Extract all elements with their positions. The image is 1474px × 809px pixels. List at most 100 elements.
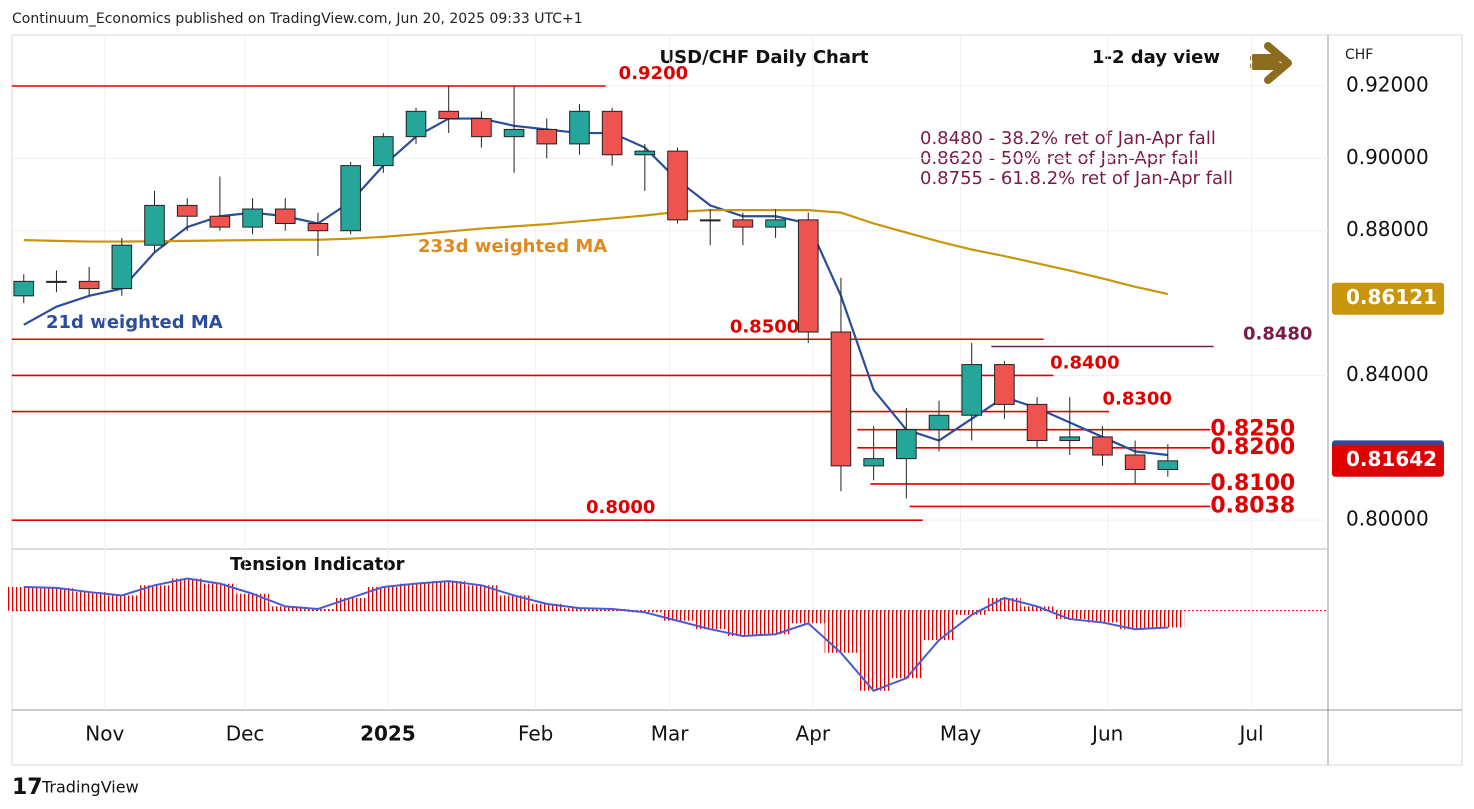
price-marker-label: 0.81642 <box>1346 447 1437 471</box>
y-tick-label: 0.92000 <box>1346 73 1429 97</box>
candle-body <box>13 280 35 297</box>
tension-bar <box>1151 610 1185 628</box>
ma-line <box>23 209 1169 296</box>
candle-body <box>1124 454 1146 470</box>
brand-logo: 17 <box>12 775 43 800</box>
tension-bar <box>889 610 923 679</box>
brand: TradingView <box>41 778 139 797</box>
candle-body <box>1059 436 1081 442</box>
tension-bar <box>105 595 139 611</box>
candle-body <box>438 110 460 120</box>
tension-bar <box>170 578 204 611</box>
candle-body <box>994 364 1015 405</box>
tension-bar <box>1118 610 1152 630</box>
candle-body <box>144 204 165 246</box>
price-marker-label: 0.86121 <box>1346 285 1437 309</box>
y-tick-label: 0.84000 <box>1346 362 1429 386</box>
price-marker <box>1332 282 1444 315</box>
level-label: 0.8100 <box>1210 471 1295 496</box>
tension-bar <box>791 610 825 624</box>
level-label: 0.8300 <box>1102 389 1171 410</box>
candle-body <box>307 222 329 232</box>
candle-body <box>699 219 721 222</box>
x-tick-label: 2025 <box>360 722 416 746</box>
chart-title: USD/CHF Daily Chart <box>659 47 868 68</box>
tension-bar <box>40 587 73 611</box>
level-label: 0.8038 <box>1210 493 1295 518</box>
candle-body <box>601 110 623 156</box>
header: Continuum_Economics published on Trading… <box>12 11 583 27</box>
candle-body <box>667 150 688 221</box>
tension-bar <box>334 597 367 611</box>
tension-bar <box>203 583 237 611</box>
price-marker <box>1332 444 1444 477</box>
candle-body <box>863 458 884 467</box>
candle-body <box>1026 403 1048 442</box>
tension-bar <box>497 595 531 611</box>
level-label: 0.9200 <box>619 63 688 84</box>
candle-body <box>1157 460 1179 470</box>
x-tick-label: Apr <box>796 722 831 746</box>
indicator-title: Tension Indicator <box>230 554 405 575</box>
candle-body <box>569 110 590 145</box>
subtitle: 1-2 day view <box>1092 47 1220 68</box>
tension-bar <box>1020 606 1054 611</box>
y-tick-label: 0.80000 <box>1346 507 1429 531</box>
level-label: 0.8400 <box>1050 352 1119 373</box>
candle-body <box>242 208 263 228</box>
ma-label: 233d weighted MA <box>418 236 607 257</box>
candle-body <box>536 128 558 145</box>
tension-bar <box>922 610 956 641</box>
candle-body <box>274 208 296 224</box>
tension-bar <box>955 610 989 615</box>
tension-line <box>23 577 1168 692</box>
ma-label: 21d weighted MA <box>46 312 223 333</box>
candle-body <box>209 215 231 228</box>
x-tick-label: Feb <box>518 722 553 746</box>
y-tick-label: 0.88000 <box>1346 217 1429 241</box>
candle-body <box>503 128 525 138</box>
candle-body <box>46 280 67 283</box>
tension-bar <box>236 593 269 611</box>
x-tick-label: May <box>940 722 982 746</box>
candle-body <box>765 219 786 228</box>
tension-bar <box>563 608 596 611</box>
tension-bar <box>693 610 727 630</box>
candle-body <box>928 414 950 431</box>
x-tick-label: Nov <box>85 722 124 746</box>
currency: CHF <box>1345 47 1373 63</box>
tension-bar <box>759 610 792 635</box>
tension-bar <box>726 610 760 636</box>
tension-bar <box>72 592 106 611</box>
level-label: 0.8480 <box>1243 323 1312 344</box>
tension-bar <box>1053 610 1087 620</box>
candle-body <box>1092 436 1113 456</box>
candle-body <box>405 110 427 138</box>
tension-bar <box>7 587 41 611</box>
candle-body <box>471 118 492 138</box>
tension-bar <box>268 606 302 611</box>
x-tick-label: Jul <box>1237 722 1263 746</box>
annotation: 0.8755 - 61.8.2% ret of Jan-Apr fall <box>920 168 1233 189</box>
candle-body <box>732 219 754 228</box>
x-tick-label: Jun <box>1090 722 1123 746</box>
y-tick-label: 0.90000 <box>1346 145 1429 169</box>
tension-bar <box>530 603 564 611</box>
candle-body <box>797 219 819 333</box>
frame <box>11 34 1463 766</box>
candle-body <box>830 331 852 467</box>
level-label: 0.8250 <box>1210 417 1295 442</box>
candle-body <box>634 150 656 156</box>
annotation: 0.8480 - 38.2% ret of Jan-Apr fall <box>920 128 1216 149</box>
tension-bar <box>399 583 433 611</box>
level-label: 0.8200 <box>1210 435 1295 460</box>
level-label: 0.8500 <box>730 316 799 337</box>
tension-bar <box>432 581 466 611</box>
candle-body <box>961 364 983 416</box>
tension-bar <box>366 587 400 611</box>
tension-bar <box>661 610 694 621</box>
tension-bar <box>824 610 858 653</box>
candle-body <box>373 136 394 167</box>
candle-body <box>896 429 917 460</box>
